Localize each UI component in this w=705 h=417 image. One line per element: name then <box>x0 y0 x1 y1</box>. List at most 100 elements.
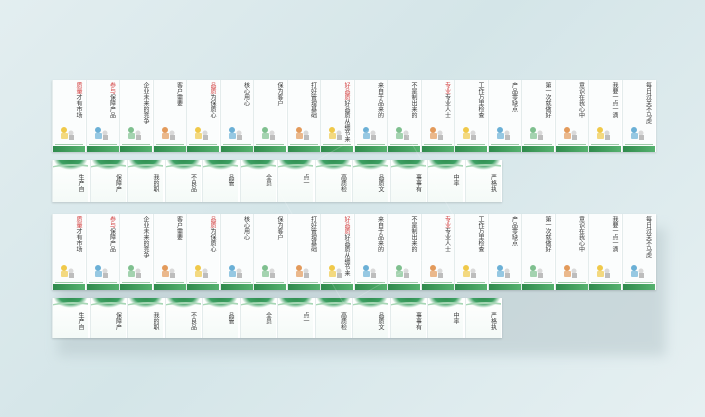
poster-slogan-highlight: 品质 <box>209 82 216 94</box>
poster-illustration-icon <box>392 124 412 142</box>
poster-card: 意识在我心中 <box>554 80 588 152</box>
mini-card: 事事有 <box>389 298 426 338</box>
poster-slogan-text: 核心用心 <box>242 82 250 106</box>
poster-card: 企业未来的竞争 <box>119 80 152 152</box>
mini-card: 中率 <box>427 160 463 202</box>
poster-slogan: 意识在我心中 <box>578 216 585 252</box>
poster-footer-bar <box>622 284 655 290</box>
mini-card: 品质文 <box>352 160 388 202</box>
poster-illustration-icon <box>426 262 446 280</box>
poster-slogan-text: 才有市场 <box>75 228 82 252</box>
poster-illustration-icon <box>158 124 178 142</box>
poster-card: 客户需要 <box>152 214 186 290</box>
poster-illustration-icon <box>426 124 446 142</box>
mini-card-swoosh <box>315 164 351 176</box>
mini-card-slogan: 保障产 <box>114 174 122 192</box>
poster-footer-bar <box>86 284 119 290</box>
poster-footer-rule <box>423 144 452 145</box>
poster-illustration-icon <box>91 124 111 142</box>
poster-card: 保为客户 <box>253 214 286 290</box>
poster-illustration-icon <box>359 124 379 142</box>
poster-footer-rule <box>490 282 519 283</box>
poster-slogan-text: 保障产品 <box>108 94 116 118</box>
poster-footer-bar <box>488 146 521 152</box>
mini-card-slogan: 品质文 <box>377 312 384 330</box>
poster-illustration-icon <box>225 262 245 280</box>
poster-illustration-icon <box>292 124 312 142</box>
poster-slogan-highlight: 好品质 <box>343 216 350 234</box>
mini-card: 保障产 <box>89 298 126 338</box>
poster-illustration-icon <box>593 262 613 280</box>
poster-slogan: 意识在我心中 <box>578 82 585 118</box>
poster-slogan-text: 客户需要 <box>175 216 183 240</box>
poster-illustration-icon <box>258 124 278 142</box>
mini-card-slogan: 中率 <box>452 312 459 324</box>
poster-footer-rule <box>457 144 485 145</box>
poster-slogan-text: 专业人士 <box>443 228 451 252</box>
mini-card-slogan: 品管 <box>227 174 234 186</box>
poster-slogan: 工作万里检查 <box>477 216 484 252</box>
poster-illustration-icon <box>493 124 513 142</box>
poster-footer-bar <box>555 146 588 152</box>
poster-footer-bar <box>220 284 253 290</box>
poster-illustration-icon <box>258 262 278 280</box>
poster-slogan-text: 企业未来的竞争 <box>142 216 149 258</box>
poster-footer-rule <box>122 282 150 283</box>
poster-slogan-text: 为保质心 <box>209 94 216 118</box>
poster-footer-bar <box>421 284 454 290</box>
poster-illustration-icon <box>627 262 647 280</box>
mini-card-slogan: 全员 <box>264 312 272 324</box>
mini-card-swoosh <box>165 302 201 314</box>
poster-footer-rule <box>557 144 586 145</box>
poster-slogan-highlight: 参与 <box>108 82 116 94</box>
mini-card: 全员 <box>239 298 276 338</box>
poster-card: 不是制出来的 <box>387 80 420 152</box>
poster-slogan-text: 不是制出来的 <box>410 216 417 252</box>
poster-slogan-text: 意识在我心中 <box>577 216 585 252</box>
mini-card-swoosh <box>240 164 276 176</box>
poster-slogan: 质量才有市场 <box>75 216 82 252</box>
poster-footer-bar <box>254 146 286 152</box>
mini-card-swoosh <box>428 164 463 176</box>
poster-slogan: 不是制出来的 <box>410 216 417 252</box>
poster-slogan-text: 第一次就做好 <box>544 82 551 118</box>
poster-footer-rule <box>524 282 552 283</box>
poster-card: 客户需要 <box>152 80 186 152</box>
poster-footer-rule <box>524 144 552 145</box>
mini-card-swoosh <box>315 302 351 314</box>
poster-illustration-icon <box>191 124 211 142</box>
poster-footer-rule <box>189 282 217 283</box>
poster-footer-rule <box>323 144 351 145</box>
poster-slogan: 好品质好品质从细节来 <box>343 82 350 142</box>
poster-slogan: 专业专业人士 <box>444 82 451 118</box>
poster-footer-rule <box>457 282 485 283</box>
mini-card: 事事有 <box>389 160 426 202</box>
poster-slogan: 我要一点一滴 <box>611 82 618 118</box>
poster-illustration-icon <box>91 262 111 280</box>
poster-slogan: 品质为保质心 <box>209 82 216 118</box>
mini-card-slogan: 生产自 <box>77 312 84 330</box>
poster-slogan-text: 产品零缺点 <box>510 216 518 246</box>
poster-illustration-icon <box>459 262 479 280</box>
poster-footer-rule <box>289 282 318 283</box>
poster-illustration-icon <box>593 124 613 142</box>
poster-footer-bar <box>287 284 320 290</box>
poster-slogan-text: 好品质从细节来 <box>343 100 350 142</box>
mini-card: 品质文 <box>352 298 388 338</box>
poster-illustration-icon <box>493 262 513 280</box>
poster-slogan-highlight: 品质 <box>209 216 216 228</box>
poster-slogan: 核心用心 <box>243 82 250 106</box>
poster-footer-bar <box>388 146 420 152</box>
poster-footer-rule <box>88 282 117 283</box>
poster-footer-rule <box>356 144 385 145</box>
poster-footer-rule <box>423 282 452 283</box>
poster-card: 质量才有市场 <box>52 80 85 152</box>
poster-footer-bar <box>354 146 387 152</box>
poster-slogan-text: 不是制出来的 <box>410 82 417 118</box>
poster-slogan-text: 好品质从细节来 <box>343 234 350 276</box>
poster-slogan: 来自于品来的 <box>377 82 384 118</box>
poster-illustration-icon <box>292 262 312 280</box>
poster-slogan: 保为客户 <box>276 216 283 240</box>
poster-footer-bar <box>388 284 420 290</box>
